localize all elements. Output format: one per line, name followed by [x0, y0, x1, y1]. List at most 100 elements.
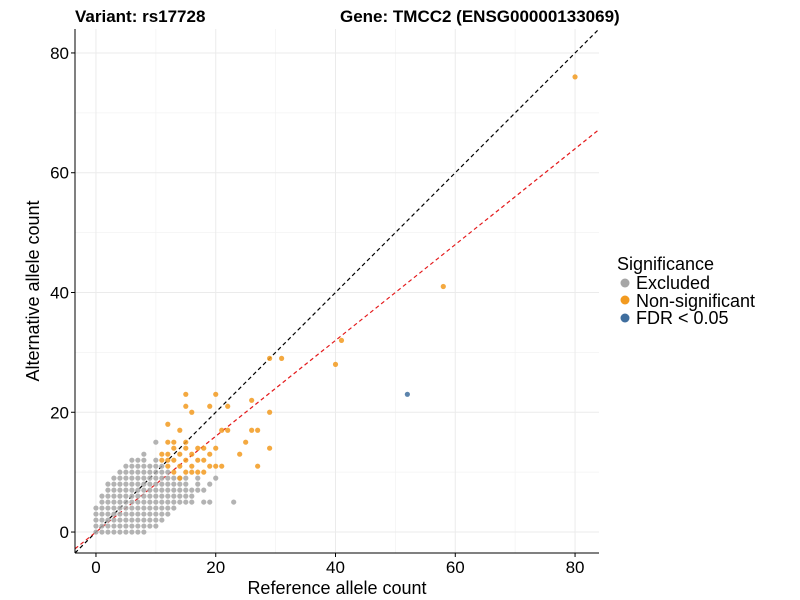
- point-excluded: [141, 469, 147, 475]
- point-excluded: [135, 517, 141, 523]
- point-excluded: [141, 523, 147, 529]
- point-excluded: [153, 475, 159, 481]
- point-excluded: [177, 493, 183, 499]
- point-excluded: [105, 523, 111, 529]
- point-non-significant: [225, 403, 231, 409]
- point-excluded: [165, 505, 171, 511]
- point-excluded: [105, 529, 111, 535]
- point-excluded: [177, 481, 183, 487]
- point-excluded: [111, 475, 117, 481]
- point-excluded: [93, 517, 99, 523]
- legend: Significance Excluded Non-significant FD…: [617, 254, 755, 328]
- point-excluded: [93, 523, 99, 529]
- point-excluded: [153, 499, 159, 505]
- x-axis-label: Reference allele count: [247, 578, 426, 598]
- point-excluded: [135, 523, 141, 529]
- point-non-significant: [189, 451, 195, 457]
- point-excluded: [135, 475, 141, 481]
- point-non-significant: [267, 445, 273, 451]
- point-excluded: [153, 457, 159, 463]
- point-excluded: [123, 523, 129, 529]
- point-excluded: [165, 481, 171, 487]
- point-excluded: [129, 511, 135, 517]
- point-excluded: [159, 511, 165, 517]
- point-excluded: [147, 487, 153, 493]
- point-excluded: [141, 475, 147, 481]
- point-non-significant: [237, 451, 243, 457]
- legend-label-non-significant: Non-significant: [636, 291, 755, 311]
- point-excluded: [153, 487, 159, 493]
- point-non-significant: [177, 463, 183, 469]
- point-excluded: [123, 529, 129, 535]
- point-fdr-0-05: [404, 391, 410, 397]
- expected-ratio-line: [75, 129, 599, 550]
- y-tick-label: 80: [50, 44, 69, 63]
- point-excluded: [147, 481, 153, 487]
- point-excluded: [141, 451, 147, 457]
- point-non-significant: [207, 463, 213, 469]
- point-excluded: [153, 481, 159, 487]
- point-excluded: [117, 487, 123, 493]
- y-tick-label: 20: [50, 403, 69, 422]
- point-excluded: [93, 529, 99, 535]
- point-non-significant: [338, 337, 345, 344]
- point-excluded: [147, 511, 153, 517]
- point-non-significant: [243, 439, 249, 445]
- point-excluded: [99, 517, 105, 523]
- point-non-significant: [171, 445, 177, 451]
- point-excluded: [147, 463, 153, 469]
- point-excluded: [183, 475, 189, 481]
- point-excluded: [141, 505, 147, 511]
- point-excluded: [117, 505, 123, 511]
- point-excluded: [153, 439, 159, 445]
- legend-swatch-fdr: [620, 313, 630, 323]
- title-gene: Gene: TMCC2 (ENSG00000133069): [340, 7, 620, 26]
- point-non-significant: [201, 457, 207, 463]
- point-excluded: [135, 469, 141, 475]
- point-excluded: [171, 475, 177, 481]
- point-excluded: [189, 487, 195, 493]
- point-excluded: [201, 487, 207, 493]
- point-excluded: [147, 523, 153, 529]
- point-non-significant: [165, 439, 171, 445]
- point-excluded: [111, 505, 117, 511]
- point-excluded: [213, 475, 219, 481]
- point-excluded: [159, 481, 165, 487]
- point-excluded: [111, 529, 117, 535]
- point-excluded: [141, 499, 147, 505]
- point-non-significant: [225, 427, 231, 433]
- point-excluded: [117, 475, 123, 481]
- x-tick-label: 60: [446, 558, 465, 577]
- point-excluded: [183, 493, 189, 499]
- point-excluded: [129, 493, 135, 499]
- point-excluded: [153, 523, 159, 529]
- point-excluded: [129, 487, 135, 493]
- point-excluded: [147, 469, 153, 475]
- point-excluded: [165, 511, 171, 517]
- point-excluded: [165, 487, 171, 493]
- point-excluded: [117, 499, 123, 505]
- point-excluded: [159, 475, 165, 481]
- point-excluded: [99, 511, 105, 517]
- point-excluded: [141, 481, 147, 487]
- point-excluded: [105, 481, 111, 487]
- legend-label-fdr: FDR < 0.05: [636, 308, 729, 328]
- point-non-significant: [219, 427, 225, 433]
- point-excluded: [111, 517, 117, 523]
- point-non-significant: [177, 427, 183, 433]
- point-excluded: [129, 529, 135, 535]
- point-non-significant: [189, 463, 195, 469]
- point-excluded: [129, 481, 135, 487]
- point-non-significant: [207, 403, 213, 409]
- point-excluded: [135, 487, 141, 493]
- point-non-significant: [183, 439, 189, 445]
- point-excluded: [141, 517, 147, 523]
- point-non-significant: [165, 457, 171, 463]
- point-non-significant: [267, 409, 273, 415]
- point-excluded: [129, 457, 135, 463]
- point-non-significant: [213, 391, 219, 397]
- point-excluded: [123, 475, 129, 481]
- point-non-significant: [177, 475, 183, 481]
- point-excluded: [99, 505, 105, 511]
